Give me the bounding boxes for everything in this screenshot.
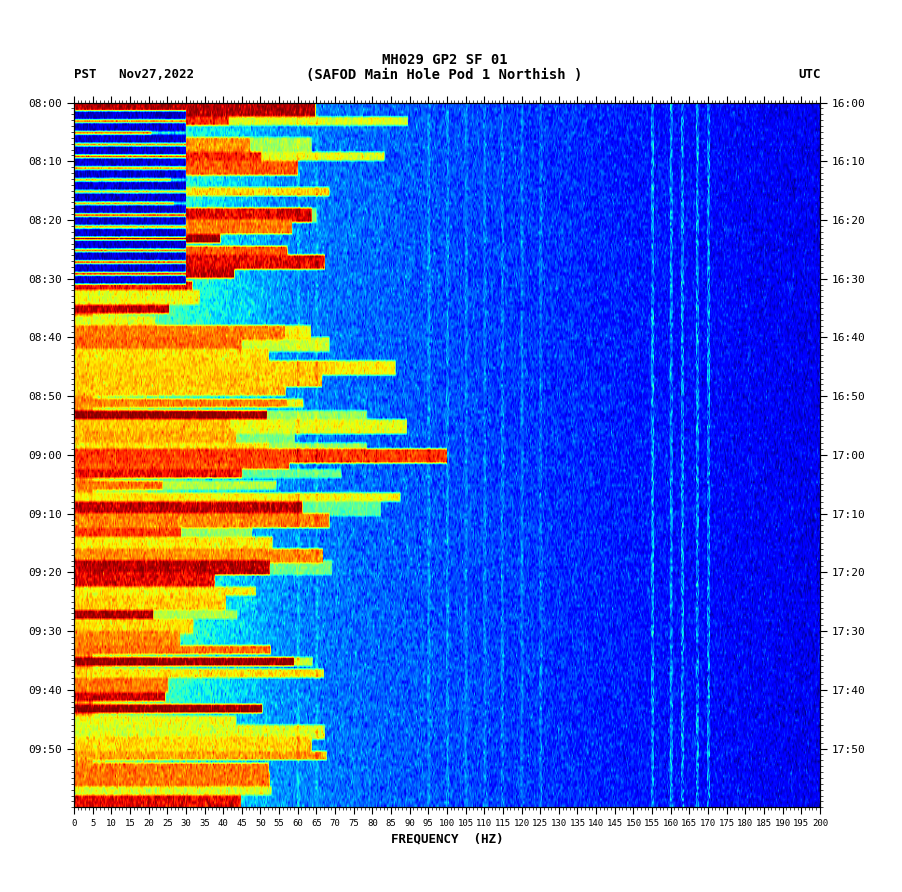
- Text: MH029 GP2 SF 01: MH029 GP2 SF 01: [382, 53, 508, 67]
- Text: UTC: UTC: [798, 69, 821, 81]
- X-axis label: FREQUENCY  (HZ): FREQUENCY (HZ): [391, 832, 503, 846]
- Text: PST   Nov27,2022: PST Nov27,2022: [74, 69, 194, 81]
- Text: USGS: USGS: [27, 21, 68, 34]
- Text: (SAFOD Main Hole Pod 1 Northish ): (SAFOD Main Hole Pod 1 Northish ): [307, 68, 583, 82]
